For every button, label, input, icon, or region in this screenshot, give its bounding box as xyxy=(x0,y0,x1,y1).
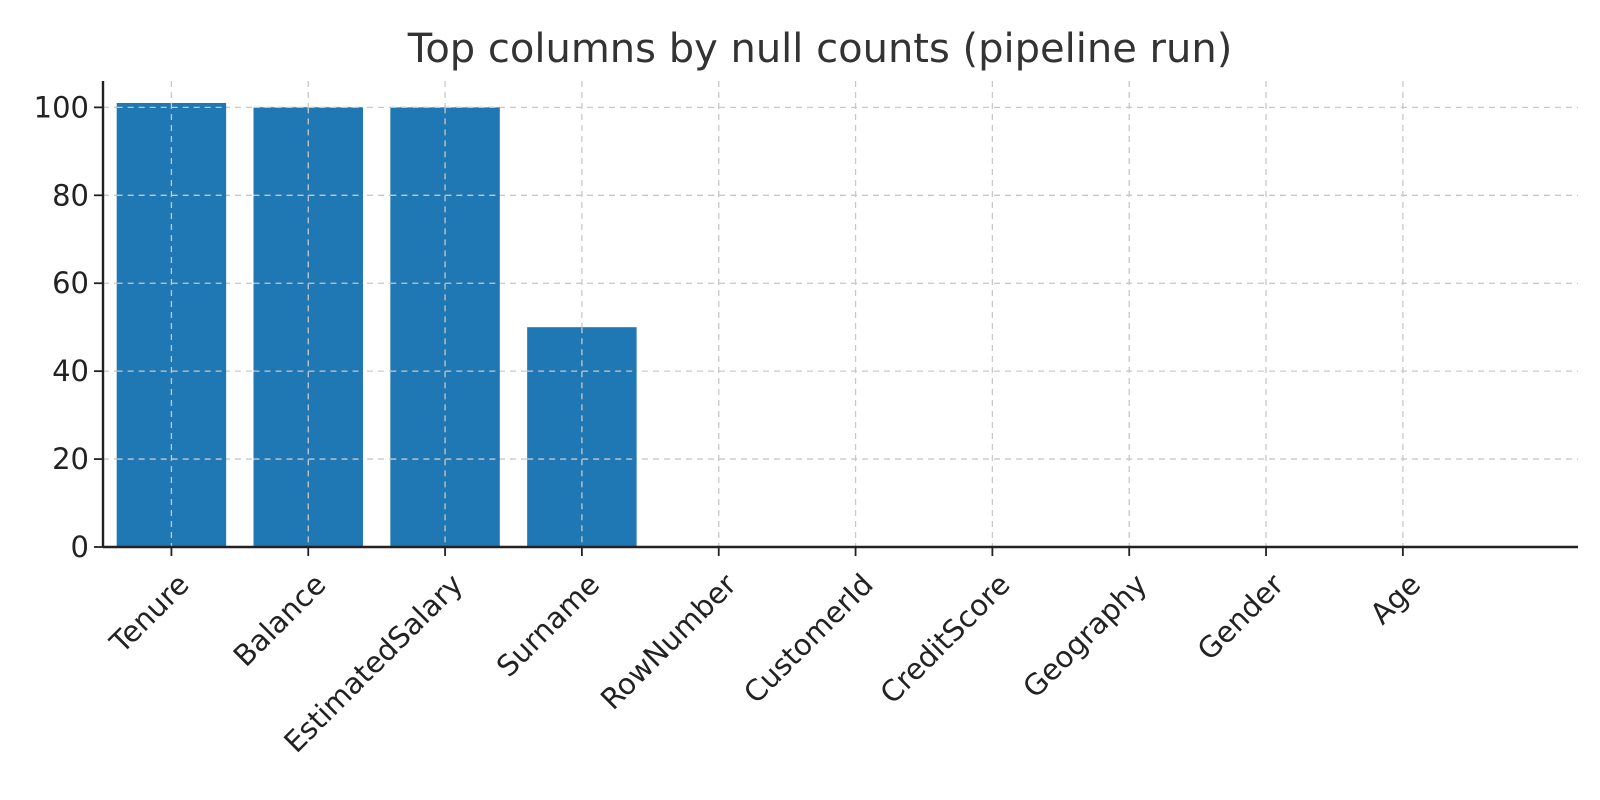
x-tick-label-tenure: Tenure xyxy=(103,567,196,660)
y-tick-label: 80 xyxy=(52,178,89,212)
bar-balance xyxy=(253,107,363,548)
y-tick-label: 0 xyxy=(71,530,89,564)
x-tick-label-age: Age xyxy=(1363,567,1427,631)
chart-title: Top columns by null counts (pipeline run… xyxy=(407,26,1233,72)
x-tick-label-gender: Gender xyxy=(1191,567,1291,667)
x-tick-label-geography: Geography xyxy=(1016,567,1153,704)
y-tick-label: 20 xyxy=(52,442,89,476)
y-tick-label: 60 xyxy=(52,266,89,300)
x-tick-label-surname: Surname xyxy=(490,567,606,683)
bar-estimatedsalary xyxy=(390,107,500,548)
y-tick-label: 40 xyxy=(52,354,89,388)
x-tick-label-customerid: CustomerId xyxy=(737,567,880,710)
grid-overlay xyxy=(116,102,637,547)
x-tick-label-rownumber: RowNumber xyxy=(594,567,743,716)
y-tick-labels: 0 20 40 60 80 100 xyxy=(34,90,89,564)
x-tick-label-balance: Balance xyxy=(227,567,333,673)
bar-surname xyxy=(527,327,637,547)
bar-layer xyxy=(116,102,637,548)
axis-layer xyxy=(94,81,1578,556)
y-tick-label: 100 xyxy=(34,90,89,124)
x-tick-label-creditscore: CreditScore xyxy=(873,567,1016,710)
